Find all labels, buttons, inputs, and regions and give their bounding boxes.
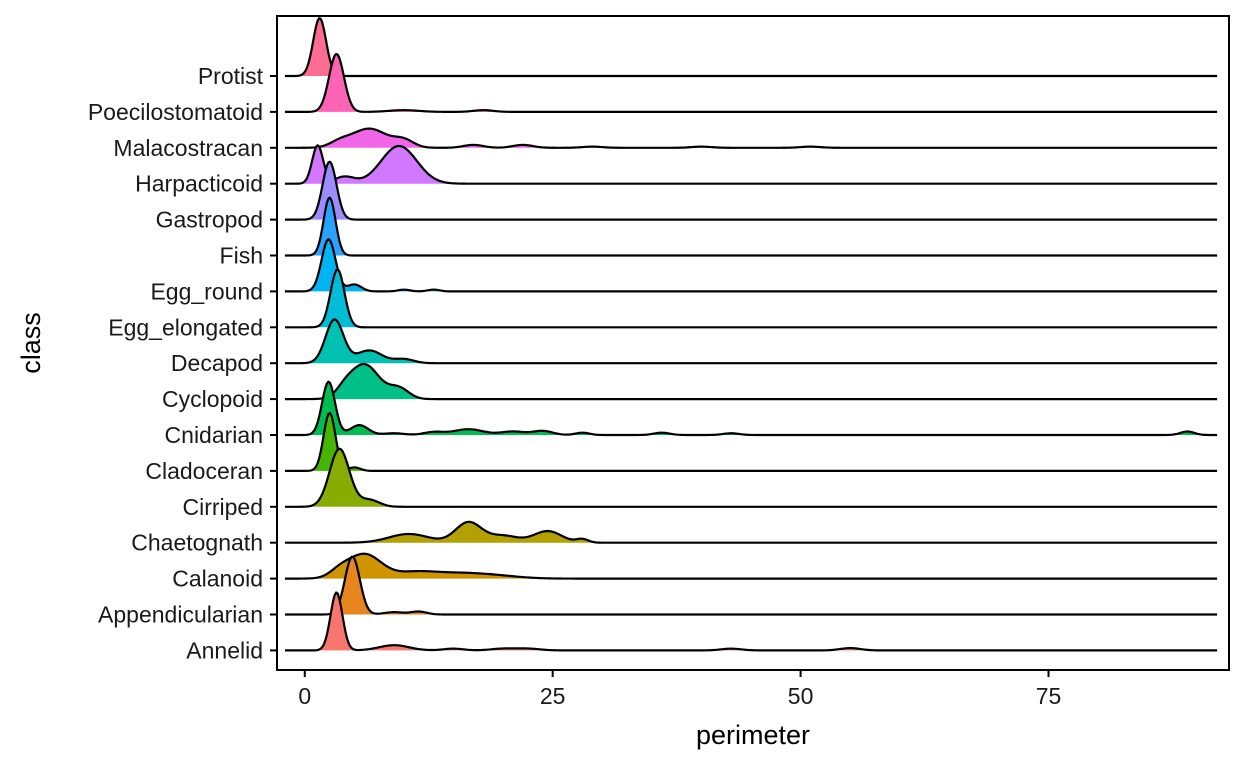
y-tick-label: Egg_elongated xyxy=(108,314,263,340)
ridge-line-cladoceran xyxy=(284,411,1218,472)
y-tick-label: Cnidarian xyxy=(165,422,263,448)
y-tick-label: Chaetognath xyxy=(131,530,263,556)
ridge-line-cnidarian xyxy=(284,380,1218,437)
y-tick-label: Gastropod xyxy=(156,207,263,233)
ridge-line-poecilostomatoid xyxy=(284,52,1218,113)
x-tick-label: 50 xyxy=(788,683,814,709)
ridges xyxy=(284,17,1218,652)
y-tick-label: Malacostracan xyxy=(113,135,263,161)
y-tick-label: Egg_round xyxy=(150,278,263,304)
y-tick-label: Cladoceran xyxy=(145,458,263,484)
ridge-fill-cyclopoid xyxy=(284,364,1218,400)
y-tick-label: Decapod xyxy=(171,350,263,376)
x-tick-label: 25 xyxy=(540,683,566,709)
ridge-line-cyclopoid xyxy=(284,362,1218,401)
ridge-line-fish xyxy=(284,196,1218,257)
ridge-line-calanoid xyxy=(284,552,1218,580)
x-axis-title: perimeter xyxy=(696,720,810,750)
ridge-line-cirriped xyxy=(284,447,1218,508)
x-axis: 0 25 50 75 xyxy=(298,670,1061,709)
ridge-line-egg_elongated xyxy=(284,268,1218,329)
ridge-line-gastropod xyxy=(284,160,1218,221)
ridge-line-harpacticoid xyxy=(284,144,1218,185)
y-tick-label: Protist xyxy=(198,63,264,89)
y-tick-label: Fish xyxy=(220,243,263,269)
ridge-fill-calanoid xyxy=(284,553,1218,579)
x-tick-label: 75 xyxy=(1036,683,1062,709)
ridge-line-appendicularian xyxy=(284,555,1218,616)
ridge-line-egg_round xyxy=(284,238,1218,293)
y-tick-label: Harpacticoid xyxy=(135,171,263,197)
ridge-line-chaetognath xyxy=(284,520,1218,544)
y-tick-label: Poecilostomatoid xyxy=(88,99,263,125)
y-tick-label: Annelid xyxy=(186,637,263,663)
y-tick-label: Cirriped xyxy=(182,494,263,520)
y-axis: Protist Poecilostomatoid Malacostracan Harp… xyxy=(88,63,277,663)
y-axis-title: class xyxy=(16,312,46,374)
ridge-line-malacostracan xyxy=(284,127,1218,149)
ridge-fill-decapod xyxy=(284,319,1218,364)
ridge-line-decapod xyxy=(284,318,1218,365)
ridge-line-annelid xyxy=(284,591,1218,652)
y-tick-label: Calanoid xyxy=(172,566,263,592)
y-tick-label: Appendicularian xyxy=(98,602,263,628)
x-tick-label: 0 xyxy=(298,683,311,709)
y-tick-label: Cyclopoid xyxy=(162,386,263,412)
plot-frame xyxy=(276,15,1230,671)
ridge-fill-malacostracan xyxy=(284,128,1218,148)
ridge-fill-harpacticoid xyxy=(284,145,1218,184)
ridge-line-protist xyxy=(284,17,1218,78)
